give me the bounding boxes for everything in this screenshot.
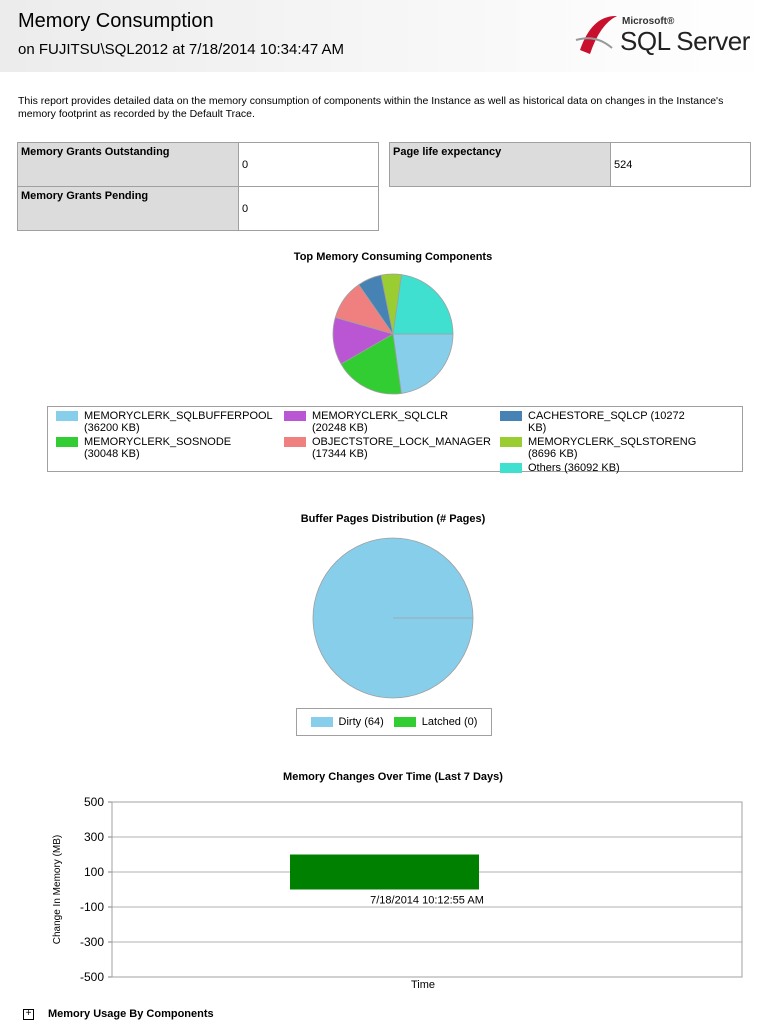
legend-label: Dirty (64) [338, 716, 384, 728]
legend-swatch [310, 717, 333, 727]
legend-swatch [284, 411, 306, 421]
logo-icon [575, 15, 617, 54]
section-toggle[interactable]: Memory Usage By Components [48, 1008, 214, 1020]
chart-title: Buffer Pages Distribution (# Pages) [301, 513, 486, 525]
description: This report provides detailed data on th… [18, 95, 724, 120]
header-band [0, 0, 771, 72]
legend-label: CACHESTORE_SQLCP (10272 KB) [528, 410, 685, 434]
cell-label: Memory Grants Pending [17, 186, 239, 231]
ple-table: Page life expectancy 524 [389, 142, 751, 187]
legend-label: OBJECTSTORE_LOCK_MANAGER (17344 KB) [312, 436, 491, 460]
legend-column: MEMORYCLERK_SQLCLR (20248 KB) OBJECTSTORE… [284, 410, 491, 462]
legend-label: Latched (0) [421, 716, 478, 728]
plot-frame [111, 801, 743, 978]
x-axis-label: Time [411, 979, 435, 991]
pie-slice [340, 333, 402, 395]
legend-item: MEMORYCLERK_SQLCLR (20248 KB) [284, 410, 484, 434]
chart-title: Top Memory Consuming Components [294, 251, 492, 263]
logo-product: SQL Server [620, 26, 750, 56]
report-title: Memory Consumption [18, 10, 214, 32]
y-axis-label: Change In Memory (MB) [52, 835, 63, 944]
logo-swoosh [575, 37, 613, 49]
y-tick-label: 100 [84, 865, 104, 879]
legend-item: Latched (0) [393, 716, 478, 728]
charts: Top Memory Consuming Components Buffer Pa… [52, 251, 743, 991]
y-tick-label: 300 [84, 830, 104, 844]
legend-label: MEMORYCLERK_SQLSTORENG (8696 KB) [528, 436, 697, 460]
y-tick-label: -300 [80, 935, 104, 949]
legend-item: Dirty (64) [310, 716, 384, 728]
y-tick-label: 500 [84, 795, 104, 809]
chart-title: Memory Changes Over Time (Last 7 Days) [283, 771, 503, 783]
legend-item: CACHESTORE_SQLCP (10272 KB) [500, 410, 700, 434]
legend-item: MEMORYCLERK_SOSNODE (30048 KB) [56, 436, 256, 460]
legend-swatch [500, 437, 522, 447]
legend-label: MEMORYCLERK_SQLCLR (20248 KB) [312, 410, 449, 434]
legend-swatch [56, 437, 78, 447]
y-tick-label: -100 [80, 900, 104, 914]
x-tick-label: 7/18/2014 10:12:55 AM [370, 895, 484, 907]
y-tick-label: -500 [80, 970, 104, 984]
report-subtitle: on FUJITSU\SQL2012 at 7/18/2014 10:34:47… [18, 41, 345, 58]
pie-slice [392, 333, 454, 394]
pie-slice [392, 274, 454, 335]
cell-value: 0 [238, 142, 379, 187]
legend-column: MEMORYCLERK_SQLBUFFERPOOL (36200 KB) MEMO… [56, 410, 272, 462]
legend: MEMORYCLERK_SQLBUFFERPOOL (36200 KB) MEMO… [47, 406, 743, 474]
legend-swatch [56, 411, 78, 421]
legend-item: OBJECTSTORE_LOCK_MANAGER (17344 KB) [284, 436, 491, 460]
logo-swoosh [580, 15, 617, 54]
cell-value: 0 [238, 186, 379, 231]
bar [290, 854, 479, 890]
legend: Dirty (64) Latched (0) [296, 708, 492, 736]
legend-label: Others (36092 KB) [528, 462, 620, 474]
legend-label: MEMORYCLERK_SQLBUFFERPOOL (36200 KB) [84, 410, 273, 434]
grants-table: Memory Grants Outstanding 0 Memory Grants… [17, 142, 379, 231]
legend-column: CACHESTORE_SQLCP (10272 KB) MEMORYCLERK_S… [500, 410, 700, 476]
legend-item: Others (36092 KB) [500, 462, 700, 474]
legend-swatch [500, 411, 522, 421]
cell-value: 524 [610, 142, 751, 187]
logo-brand: Microsoft® [622, 16, 675, 27]
cell-label: Page life expectancy [389, 142, 611, 187]
expand-icon[interactable]: + [23, 1009, 34, 1020]
legend-swatch [284, 437, 306, 447]
legend-item: MEMORYCLERK_SQLBUFFERPOOL (36200 KB) [56, 410, 272, 434]
legend-item: MEMORYCLERK_SQLSTORENG (8696 KB) [500, 436, 700, 460]
cell-label: Memory Grants Outstanding [17, 142, 239, 187]
legend-swatch [393, 717, 416, 727]
legend-label: MEMORYCLERK_SOSNODE (30048 KB) [84, 436, 232, 460]
legend-swatch [500, 463, 522, 473]
